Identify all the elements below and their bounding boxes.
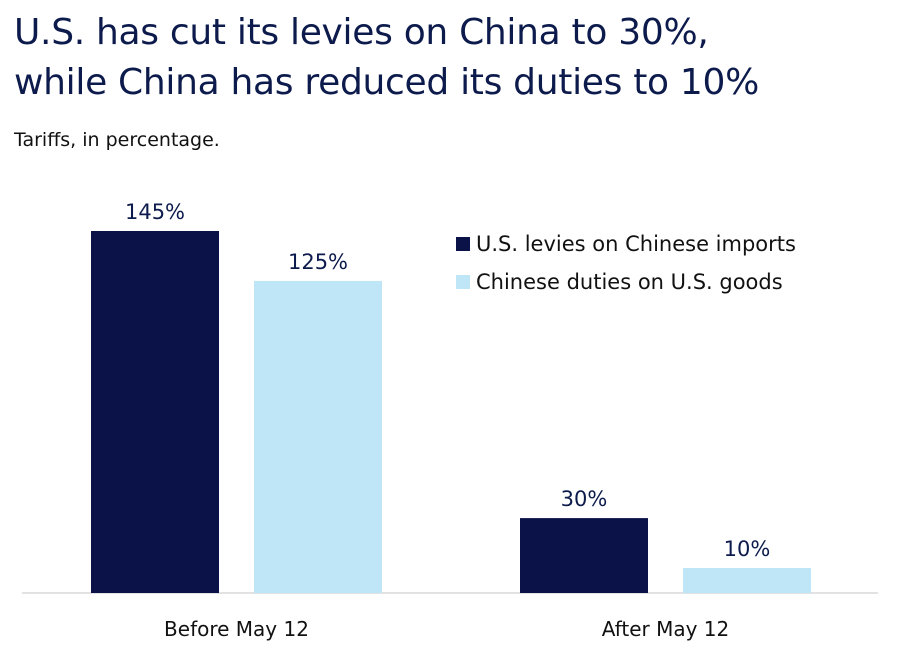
chart-title-line-1: U.S. has cut its levies on China to 30%, [14, 12, 709, 53]
legend-label-chinese-duties: Chinese duties on U.S. goods [476, 270, 783, 294]
x-tick-label-before: Before May 12 [164, 617, 309, 641]
bar-us-levies-before [91, 231, 219, 593]
chart-subtitle: Tariffs, in percentage. [14, 129, 220, 151]
bar-us-levies-after [520, 518, 648, 593]
data-label-chinese-duties-before: 125% [288, 250, 348, 274]
bar-chinese-duties-before [254, 280, 382, 593]
legend-label-us-levies: U.S. levies on Chinese imports [476, 232, 796, 256]
legend-item-us-levies: U.S. levies on Chinese imports [456, 232, 796, 256]
x-tick-label-after: After May 12 [602, 617, 730, 641]
legend-swatch-chinese-duties [456, 275, 470, 289]
bars-group: 145% 125% 30% 10% Before May 12 After May 12 [91, 200, 811, 641]
legend: U.S. levies on Chinese imports Chinese d… [456, 232, 796, 308]
bar-chinese-duties-after [683, 568, 811, 593]
data-label-us-levies-after: 30% [561, 487, 608, 511]
legend-swatch-us-levies [456, 237, 470, 251]
chart-title: U.S. has cut its levies on China to 30%,… [14, 8, 899, 108]
chart-title-line-2: while China has reduced its duties to 10… [14, 62, 760, 103]
legend-item-chinese-duties: Chinese duties on U.S. goods [456, 270, 796, 294]
data-label-us-levies-before: 145% [125, 200, 185, 224]
data-label-chinese-duties-after: 10% [724, 537, 771, 561]
